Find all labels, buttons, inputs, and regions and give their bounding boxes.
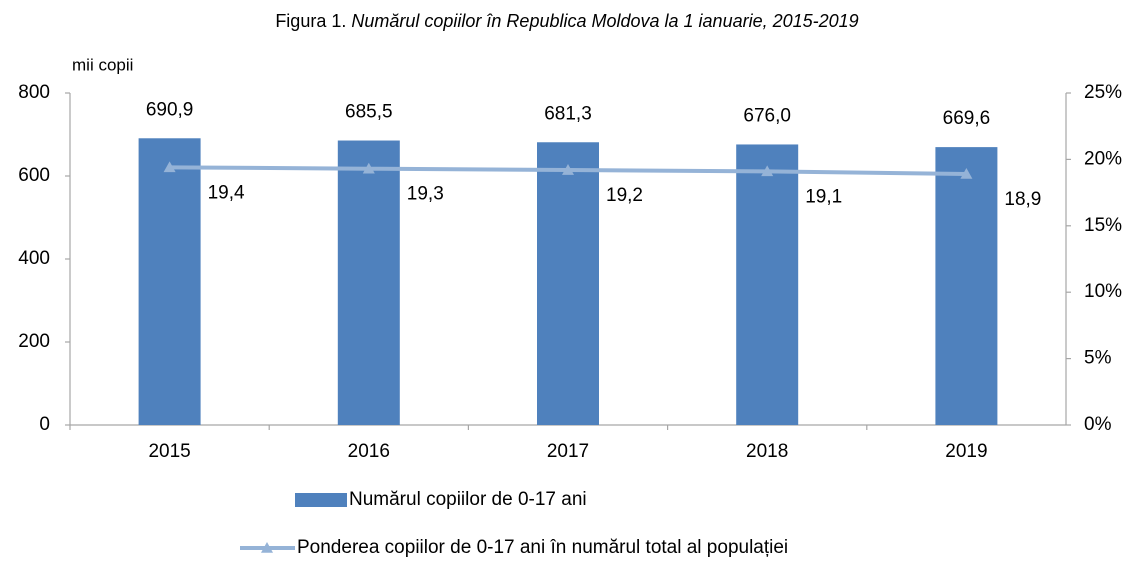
bar [337,140,400,425]
y2-tick-label: 20% [1084,148,1122,169]
legend-label: Numărul copiilor de 0-17 ani [349,489,587,510]
line-marker [761,165,774,177]
line-marker [163,161,176,173]
legend-label: Ponderea copiilor de 0-17 ani în numărul… [297,537,788,558]
x-tick-label: 2019 [945,441,987,462]
bar-value-label: 669,6 [943,108,991,129]
line-marker [960,168,973,179]
y-tick-label: 0 [39,414,50,435]
line-marker [362,162,375,174]
x-tick-label: 2017 [547,441,589,462]
bar [935,147,998,425]
bar-value-label: 685,5 [345,102,393,123]
legend-swatch [295,493,347,507]
bar-value-label: 681,3 [544,103,592,124]
line-marker [562,164,574,175]
bar [138,138,201,426]
y-tick-label: 600 [18,165,50,186]
y2-tick-label: 0% [1084,414,1112,435]
legend-marker [261,542,273,553]
chart-title: Figura 1. Numărul copiilor în Republica … [275,11,858,31]
y2-tick-label: 25% [1084,82,1122,103]
y-tick-label: 200 [18,331,50,352]
title-prefix: Figura 1. [275,11,346,31]
line-value-label: 19,1 [805,186,842,207]
x-tick-label: 2015 [148,441,190,462]
bar [537,142,599,425]
line-value-label: 18,9 [1004,189,1041,210]
bar [736,144,799,425]
x-tick-label: 2018 [746,441,788,462]
y2-tick-label: 15% [1084,215,1122,236]
bar-value-label: 690,9 [146,99,194,120]
title-text: Numărul copiilor în Republica Moldova la… [351,11,858,31]
y-tick-label: 800 [18,82,50,103]
line-value-label: 19,4 [208,182,245,203]
y2-tick-label: 10% [1084,281,1122,302]
bar-value-label: 676,0 [743,105,791,126]
line-value-label: 19,3 [407,184,444,205]
y-tick-label: 400 [18,248,50,269]
line-value-label: 19,2 [606,185,643,206]
x-tick-label: 2016 [348,441,390,462]
y-axis-label: mii copii [72,55,133,74]
y2-tick-label: 5% [1084,348,1112,369]
